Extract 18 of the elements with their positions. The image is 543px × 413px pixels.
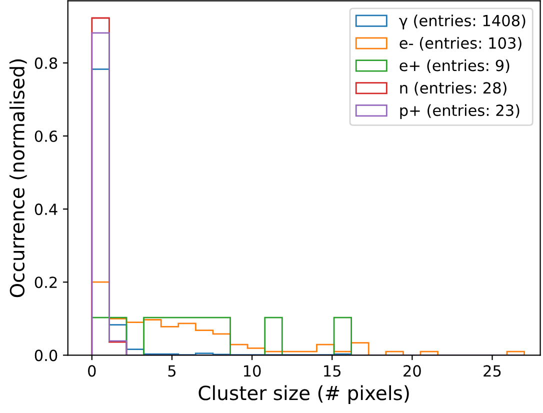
y-tick-label: 0.0 <box>34 350 58 362</box>
y-tick-label: 0.4 <box>34 204 58 216</box>
x-tick-label: 25 <box>484 365 501 377</box>
x-tick-label: 0 <box>88 365 96 377</box>
y-tick-label: 0.6 <box>34 130 58 142</box>
y-tick-label: 0.2 <box>34 276 57 288</box>
legend-label: e- (entries: 103) <box>400 37 522 51</box>
x-tick-label: 5 <box>168 365 176 377</box>
x-axis-title: Cluster size (# pixels) <box>198 385 409 404</box>
legend-label: n (entries: 28) <box>400 82 506 96</box>
y-tick-label: 0.8 <box>34 57 58 69</box>
legend-label: p+ (entries: 23) <box>400 104 520 120</box>
x-tick-label: 10 <box>244 365 261 377</box>
x-tick-label: 20 <box>404 365 421 377</box>
x-tick-label: 15 <box>324 365 340 377</box>
legend-label: e+ (entries: 9) <box>400 59 510 74</box>
y-axis-title: Occurrence (normalised) <box>9 59 27 298</box>
legend-label: γ (entries: 1408) <box>399 14 526 30</box>
